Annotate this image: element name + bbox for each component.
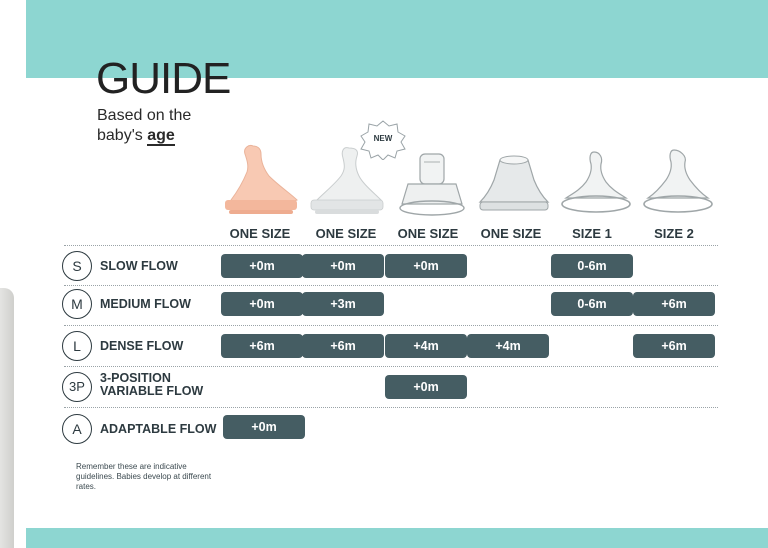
value-pill-3p-col3: +0m (385, 375, 467, 399)
row-name-dense-flow: DENSE FLOW (100, 339, 184, 353)
value-pill-dense-col3: +4m (385, 334, 467, 358)
row-divider (64, 245, 718, 246)
page-subtitle: Based on the baby's age (97, 106, 191, 146)
value-pill-medium-col2: +3m (302, 292, 384, 316)
teat-silicone-peach-icon (225, 145, 298, 214)
row-name-adaptable-flow: ADAPTABLE FLOW (100, 422, 217, 436)
row-divider (64, 325, 718, 326)
row-symbol-dense: L (62, 331, 92, 361)
row-divider (64, 407, 718, 408)
subtitle-line-2-bold: age (147, 127, 175, 146)
row-name-3p-line-1: 3-POSITION (100, 371, 171, 385)
subtitle-line-1: Based on the (97, 107, 192, 124)
column-label-6: SIZE 2 (654, 226, 694, 241)
page-title: GUIDE (96, 54, 231, 103)
new-badge: NEW (360, 120, 406, 161)
value-pill-slow-col1: +0m (221, 254, 303, 278)
top-accent-band (26, 0, 768, 78)
column-label-1: ONE SIZE (229, 226, 291, 241)
teat-size-1-icon (561, 151, 631, 213)
value-pill-slow-col5: 0-6m (551, 254, 633, 278)
bottom-accent-band (26, 528, 768, 548)
column-label-4: ONE SIZE (480, 226, 542, 241)
teat-wide-spout-icon (478, 155, 550, 211)
value-pill-slow-col2: +0m (302, 254, 384, 278)
row-symbol-3-position: 3P (62, 372, 92, 402)
value-pill-medium-col5: 0-6m (551, 292, 633, 316)
row-name-3p-line-2: VARIABLE FLOW (100, 384, 204, 398)
column-label-5: SIZE 1 (572, 226, 612, 241)
footnote: Remember these are indicative guidelines… (76, 462, 212, 491)
bottle-edge-image (0, 288, 14, 548)
row-symbol-slow: S (62, 251, 92, 281)
row-symbol-medium: M (62, 289, 92, 319)
row-divider (64, 285, 718, 286)
value-pill-dense-col2: +6m (302, 334, 384, 358)
teat-silicone-clear-icon (310, 147, 384, 214)
subtitle-line-2-prefix: baby's (97, 127, 148, 144)
row-name-slow-flow: SLOW FLOW (100, 259, 178, 273)
teat-spout-icon (399, 153, 465, 216)
row-symbol-adaptable: A (62, 414, 92, 444)
value-pill-dense-col4: +4m (467, 334, 549, 358)
value-pill-slow-col3: +0m (385, 254, 467, 278)
row-name-3-position-variable-flow: 3-POSITION VARIABLE FLOW (100, 372, 203, 398)
column-label-3: ONE SIZE (397, 226, 459, 241)
value-pill-dense-col1: +6m (221, 334, 303, 358)
value-pill-medium-col1: +0m (221, 292, 303, 316)
row-name-medium-flow: MEDIUM FLOW (100, 297, 191, 311)
row-divider (64, 366, 718, 367)
value-pill-adaptable-col1: +0m (223, 415, 305, 439)
teat-size-2-icon (643, 149, 713, 213)
new-badge-text: NEW (373, 134, 393, 143)
value-pill-dense-col6: +6m (633, 334, 715, 358)
value-pill-medium-col6: +6m (633, 292, 715, 316)
column-label-2: ONE SIZE (315, 226, 377, 241)
